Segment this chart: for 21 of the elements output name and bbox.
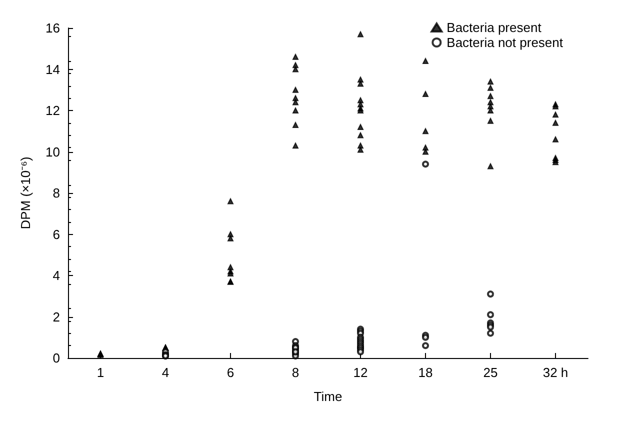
x-tick-label: 8: [292, 365, 300, 380]
y-axis-title: DPM (×10⁻⁶): [18, 156, 33, 230]
x-tick-label: 1: [96, 365, 104, 380]
y-tick-label: 14: [46, 62, 60, 77]
legend-label: Bacteria not present: [446, 35, 564, 50]
y-tick-label: 0: [52, 350, 60, 366]
x-tick-label: 32 h: [542, 365, 568, 380]
x-tick-label: 12: [353, 365, 368, 380]
y-tick-label: 12: [46, 103, 60, 118]
y-tick-label: 6: [52, 226, 60, 242]
y-tick-label: 16: [46, 20, 60, 36]
x-tick-label: 6: [226, 365, 234, 380]
y-tick-label: 8: [52, 186, 60, 200]
x-tick-label: 4: [162, 365, 170, 380]
x-tick-label: 25: [483, 365, 498, 380]
y-tick-label: 2: [52, 309, 60, 324]
legend-label: Bacteria present: [446, 20, 542, 35]
x-axis-title: Time: [314, 389, 342, 404]
y-tick-label: 10: [46, 144, 60, 160]
y-tick-label: 4: [52, 268, 60, 283]
x-tick-label: 18: [418, 365, 433, 380]
